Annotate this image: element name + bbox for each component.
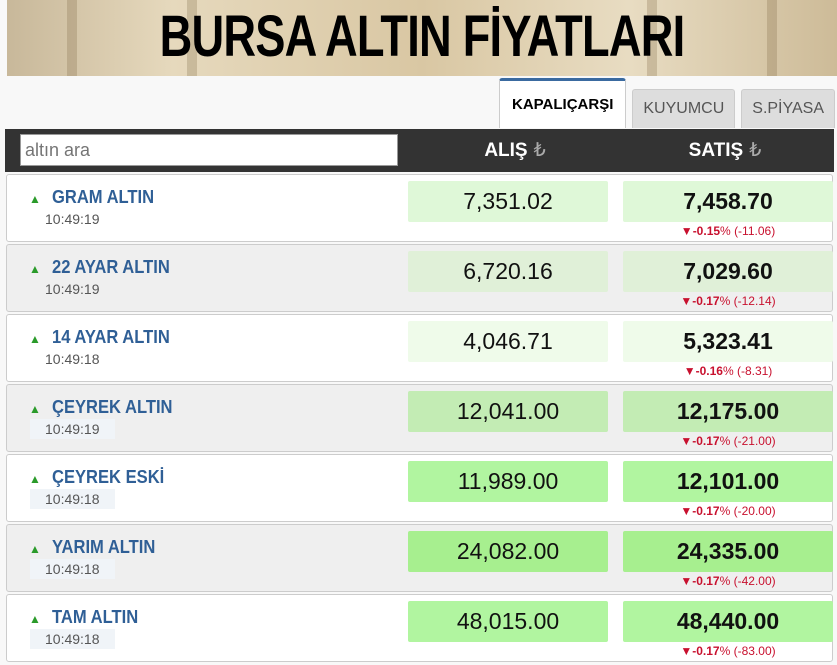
alis-price: 4,046.71 — [408, 321, 608, 362]
satis-price: 5,323.41 — [623, 321, 833, 362]
update-time: 10:49:19 — [30, 419, 115, 439]
up-arrow-icon: ▲ — [29, 542, 41, 556]
table-row[interactable]: ▲ ÇEYREK ESKİ 10:49:18 11,989.00 12,101.… — [6, 454, 833, 522]
gold-name[interactable]: ÇEYREK ESKİ — [52, 467, 165, 487]
table-row[interactable]: ▲ YARIM ALTIN 10:49:18 24,082.00 24,335.… — [6, 524, 833, 592]
alis-price: 11,989.00 — [408, 461, 608, 502]
change-info: ▼-0.16% (-8.31) — [623, 364, 833, 378]
tab-spiyasa[interactable]: S.PİYASA — [741, 89, 835, 128]
down-arrow-icon: ▼ — [683, 364, 696, 378]
table-row[interactable]: ▲ TAM ALTIN 10:49:18 48,015.00 48,440.00… — [6, 594, 833, 662]
tab-kapalicarsi[interactable]: KAPALIÇARŞI — [498, 78, 627, 128]
gold-name[interactable]: GRAM ALTIN — [52, 187, 155, 207]
update-time: 10:49:18 — [30, 629, 115, 649]
change-info: ▼-0.15% (-11.06) — [623, 224, 833, 238]
change-info: ▼-0.17% (-12.14) — [623, 294, 833, 308]
change-info: ▼-0.17% (-83.00) — [623, 644, 833, 658]
table-row[interactable]: ▲ ÇEYREK ALTIN 10:49:19 12,041.00 12,175… — [6, 384, 833, 452]
gold-name[interactable]: 22 AYAR ALTIN — [52, 257, 170, 277]
alis-label: ALIŞ — [484, 140, 528, 161]
percent-sign: % — [720, 224, 731, 238]
up-arrow-icon: ▲ — [29, 262, 41, 276]
banner-title: BURSA ALTIN FİYATLARI — [159, 4, 686, 69]
percent-sign: % — [719, 434, 731, 448]
update-time: 10:49:19 — [45, 211, 100, 227]
down-arrow-icon: ▼ — [680, 644, 693, 658]
change-amount: (-83.00) — [733, 644, 776, 658]
up-arrow-icon: ▲ — [29, 472, 41, 486]
change-info: ▼-0.17% (-42.00) — [623, 574, 833, 588]
change-percent: -0.17 — [692, 294, 720, 308]
update-time: 10:49:18 — [30, 489, 115, 509]
gold-name[interactable]: TAM ALTIN — [52, 607, 139, 627]
satis-price: 12,175.00 — [623, 391, 833, 432]
satis-price: 24,335.00 — [623, 531, 833, 572]
gold-name[interactable]: 14 AYAR ALTIN — [52, 327, 170, 347]
change-info: ▼-0.17% (-20.00) — [623, 504, 833, 518]
update-time: 10:49:18 — [30, 559, 115, 579]
search-input[interactable] — [20, 134, 398, 166]
change-amount: (-21.00) — [733, 434, 776, 448]
down-arrow-icon: ▼ — [680, 294, 693, 308]
market-tabs: KAPALIÇARŞI KUYUMCU S.PİYASA — [498, 78, 835, 128]
satis-price: 48,440.00 — [623, 601, 833, 642]
down-arrow-icon: ▼ — [680, 504, 693, 518]
change-percent: -0.16 — [695, 364, 723, 378]
tab-kuyumcu[interactable]: KUYUMCU — [632, 89, 736, 128]
change-percent: -0.17 — [692, 644, 720, 658]
alis-header: ALIŞ ₺ — [410, 129, 620, 172]
percent-sign: % — [719, 504, 731, 518]
table-row[interactable]: ▲ GRAM ALTIN 10:49:19 7,351.02 7,458.70 … — [6, 174, 833, 242]
table-row[interactable]: ▲ 14 AYAR ALTIN 10:49:18 4,046.71 5,323.… — [6, 314, 833, 382]
change-amount: (-20.00) — [733, 504, 776, 518]
up-arrow-icon: ▲ — [29, 332, 41, 346]
lira-icon: ₺ — [749, 140, 762, 161]
table-header: ALIŞ₺ SATIŞ₺ — [5, 129, 834, 172]
banner: BURSA ALTIN FİYATLARI — [7, 0, 837, 76]
percent-sign: % — [719, 574, 731, 588]
update-time: 10:49:19 — [45, 281, 100, 297]
change-percent: -0.17 — [692, 504, 720, 518]
alis-price: 6,720.16 — [408, 251, 608, 292]
table-row[interactable]: ▲ 22 AYAR ALTIN 10:49:19 6,720.16 7,029.… — [6, 244, 833, 312]
up-arrow-icon: ▲ — [29, 192, 41, 206]
change-amount: (-11.06) — [734, 224, 776, 238]
gold-name[interactable]: YARIM ALTIN — [52, 537, 156, 557]
satis-header: SATIŞ ₺ — [620, 129, 830, 172]
satis-price: 7,029.60 — [623, 251, 833, 292]
alis-price: 48,015.00 — [408, 601, 608, 642]
change-info: ▼-0.17% (-21.00) — [623, 434, 833, 448]
up-arrow-icon: ▲ — [29, 612, 41, 626]
percent-sign: % — [722, 364, 734, 378]
change-amount: (-42.00) — [733, 574, 776, 588]
down-arrow-icon: ▼ — [680, 434, 693, 448]
percent-sign: % — [719, 644, 731, 658]
up-arrow-icon: ▲ — [29, 402, 41, 416]
down-arrow-icon: ▼ — [680, 224, 693, 238]
change-percent: -0.15 — [692, 224, 721, 238]
change-amount: (-8.31) — [736, 364, 773, 378]
alis-price: 12,041.00 — [408, 391, 608, 432]
satis-price: 12,101.00 — [623, 461, 833, 502]
satis-label: SATIŞ — [688, 140, 744, 161]
change-percent: -0.17 — [692, 434, 720, 448]
change-percent: -0.17 — [692, 574, 720, 588]
alis-price: 24,082.00 — [408, 531, 608, 572]
gold-name[interactable]: ÇEYREK ALTIN — [52, 397, 173, 417]
change-amount: (-12.14) — [733, 294, 776, 308]
percent-sign: % — [719, 294, 731, 308]
down-arrow-icon: ▼ — [680, 574, 693, 588]
satis-price: 7,458.70 — [623, 181, 833, 222]
alis-price: 7,351.02 — [408, 181, 608, 222]
lira-icon: ₺ — [533, 140, 546, 161]
update-time: 10:49:18 — [45, 351, 100, 367]
